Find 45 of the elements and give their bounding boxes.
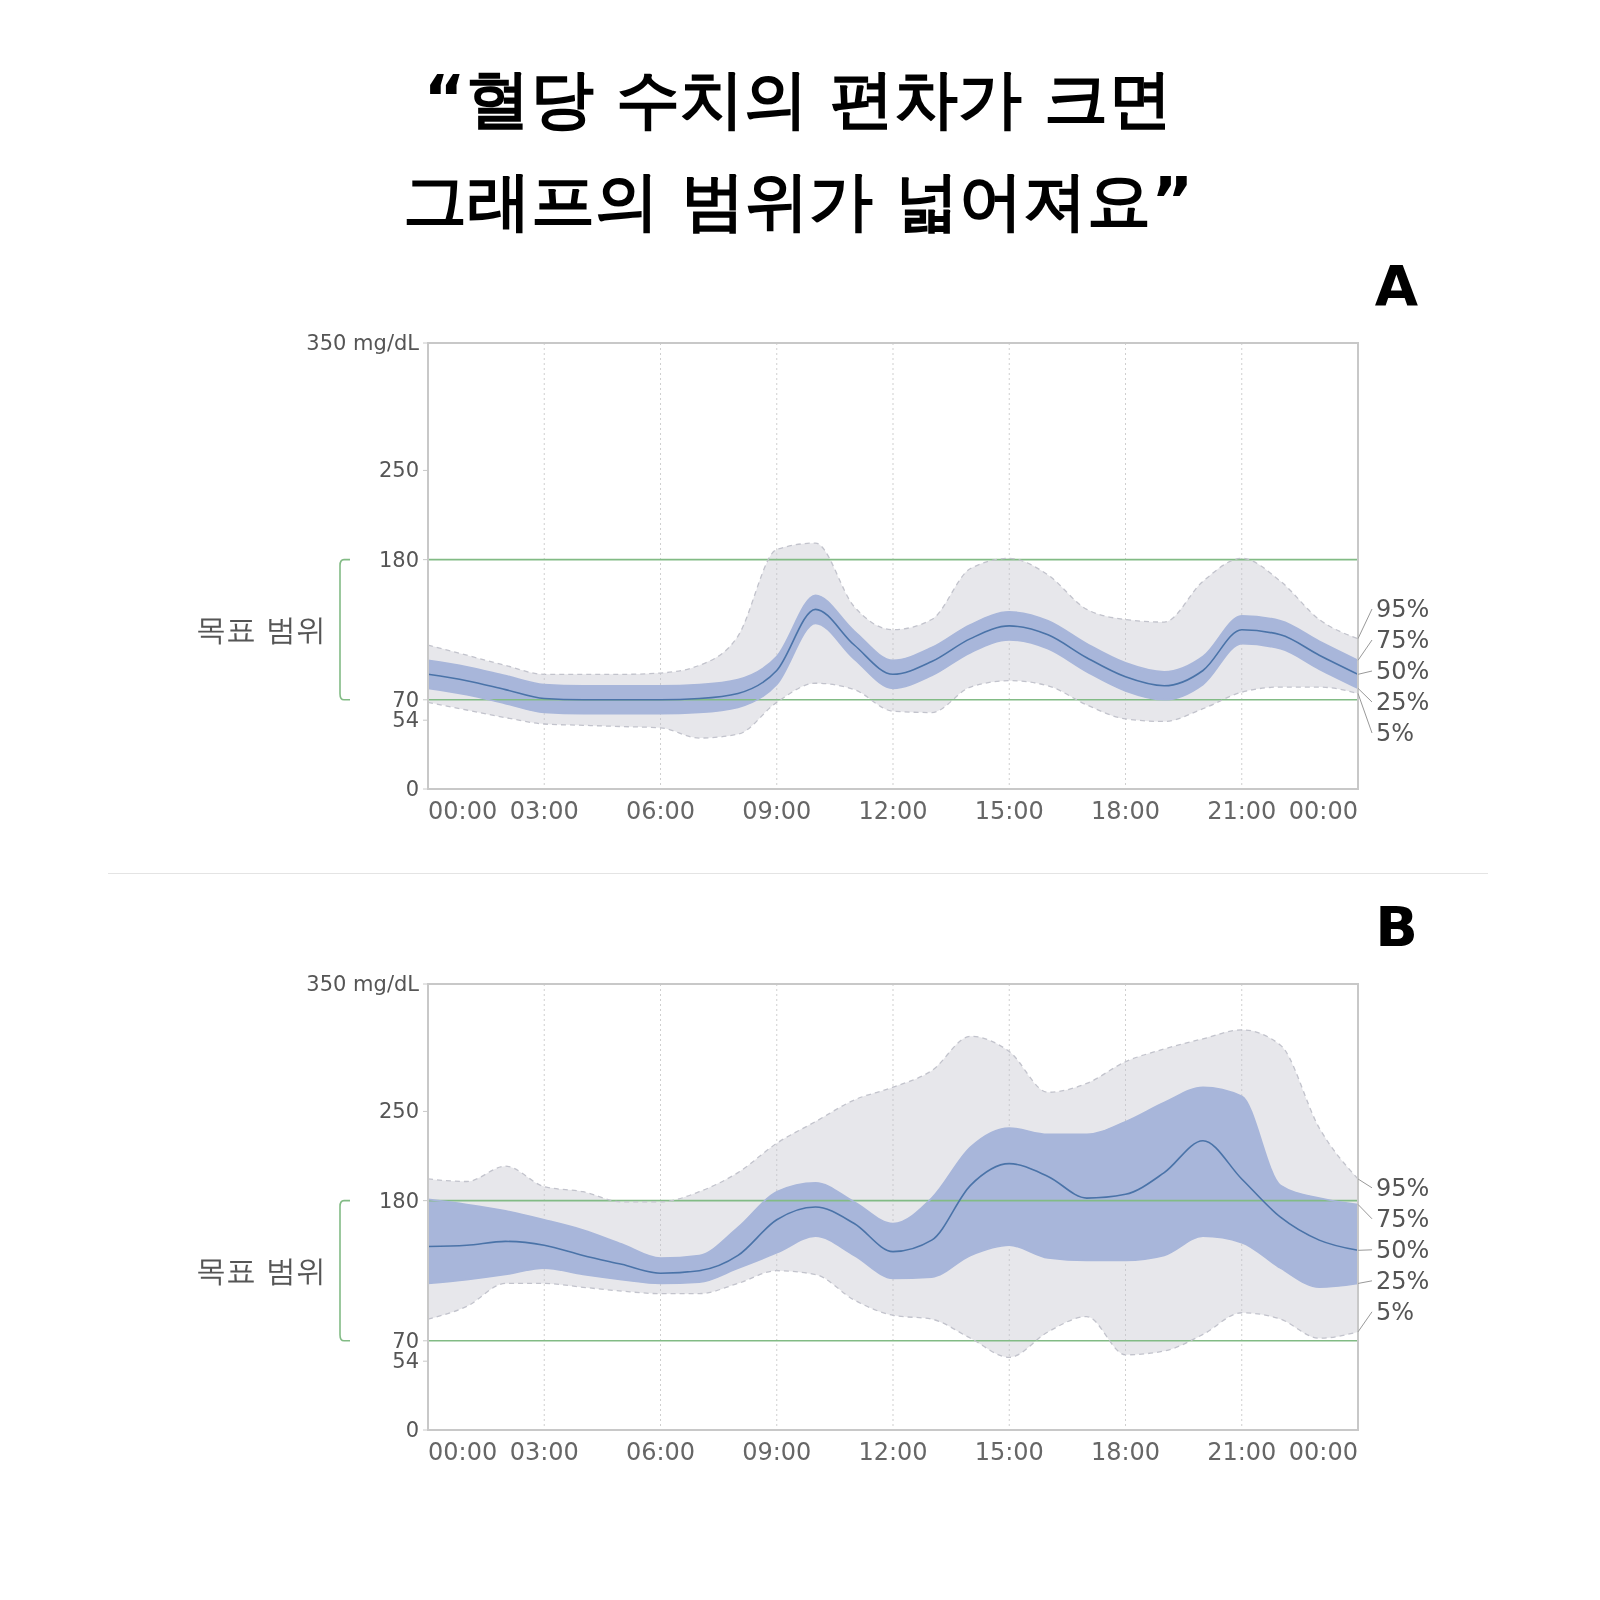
chart-subtitle: A — [1373, 252, 1419, 320]
x-tick-label: 00:00 — [1288, 1437, 1358, 1466]
text: 목표 범위 — [196, 1253, 326, 1288]
line-series — [428, 1139, 1358, 1274]
y-tick-label: 250 — [378, 458, 419, 483]
x-tick-label: 15:00 — [974, 1437, 1044, 1466]
x-tick-label: 06:00 — [625, 796, 696, 825]
chart-title: B — [1374, 893, 1419, 961]
line-series — [428, 542, 1358, 675]
x-tick-label: 09:00 — [742, 1437, 812, 1466]
series-label: 95% — [1376, 1173, 1430, 1202]
x-tick-label: 03:00 — [509, 1437, 579, 1466]
x-tick-label: 00:00 — [1288, 796, 1358, 825]
x-tick-label: 12:00 — [858, 1437, 928, 1466]
x-tick-label: 18:00 — [1090, 1437, 1161, 1466]
series-label: 75% — [1376, 1204, 1430, 1233]
series-label: 25% — [1376, 1266, 1430, 1295]
series-label: 25% — [1376, 687, 1430, 716]
x-tick-label: 00:00 — [428, 1437, 498, 1466]
y-tick-label: 0 — [405, 776, 419, 801]
series-label: 5% — [1376, 718, 1415, 747]
series-label: 50% — [1376, 1235, 1430, 1264]
series-label: 50% — [1376, 656, 1430, 685]
y-tick-label: 0 — [405, 1417, 419, 1442]
x-tick-label: 03:00 — [509, 796, 579, 825]
chart-title: “혈당 수치의 편차가 크면 그래프의 범위가 넓어져요” — [401, 61, 1195, 241]
x-tick-label: 09:00 — [742, 796, 812, 825]
text: 목표 범위 — [196, 612, 326, 647]
series-label: 95% — [1376, 594, 1430, 623]
x-tick-label: 21:00 — [1207, 1437, 1277, 1466]
y-tick-label: 350 mg/dL — [306, 971, 420, 996]
y-tick-label: 180 — [378, 1188, 419, 1213]
y-tick-label: 180 — [378, 547, 419, 572]
line-series — [428, 1029, 1358, 1203]
x-tick-label: 21:00 — [1207, 796, 1277, 825]
x-tick-label: 00:00 — [428, 796, 498, 825]
y-tick-label: 250 — [378, 1099, 419, 1124]
series-label: 75% — [1376, 625, 1430, 654]
line-series — [428, 608, 1358, 701]
x-tick-label: 18:00 — [1090, 796, 1161, 825]
x-tick-label: 06:00 — [625, 1437, 696, 1466]
x-tick-label: 15:00 — [974, 796, 1044, 825]
x-tick-label: 12:00 — [858, 796, 928, 825]
y-tick-label: 350 mg/dL — [306, 330, 420, 355]
series-label: 5% — [1376, 1297, 1415, 1326]
